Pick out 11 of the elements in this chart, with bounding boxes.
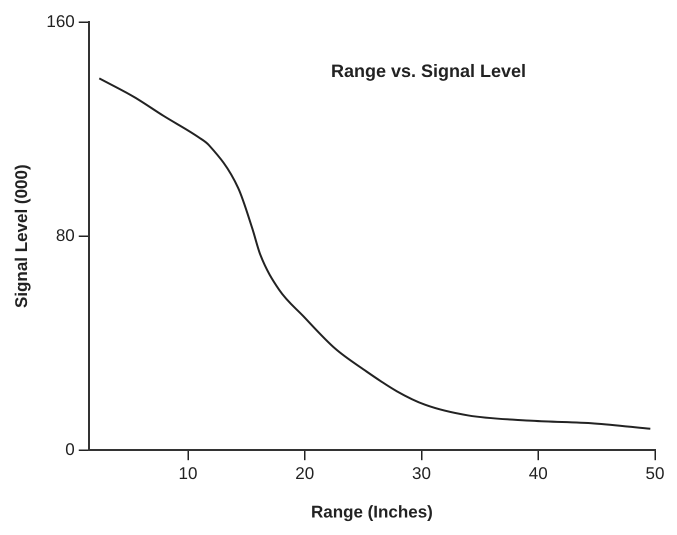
x-tick-label: 40 [528, 464, 548, 484]
x-tick-label: 20 [295, 464, 314, 484]
x-tick-label: 50 [646, 464, 664, 484]
x-tick-label: 10 [178, 464, 198, 484]
y-axis-title: Signal Level (000) [12, 164, 31, 308]
y-tick-label: 80 [56, 226, 75, 245]
x-tick-label: 30 [412, 464, 431, 484]
x-axis-title: Range (Inches) [310, 502, 433, 522]
y-tick-label: 0 [65, 440, 75, 459]
y-tick-label: 160 [46, 12, 75, 31]
text: Range vs. Signal Level [330, 61, 526, 82]
